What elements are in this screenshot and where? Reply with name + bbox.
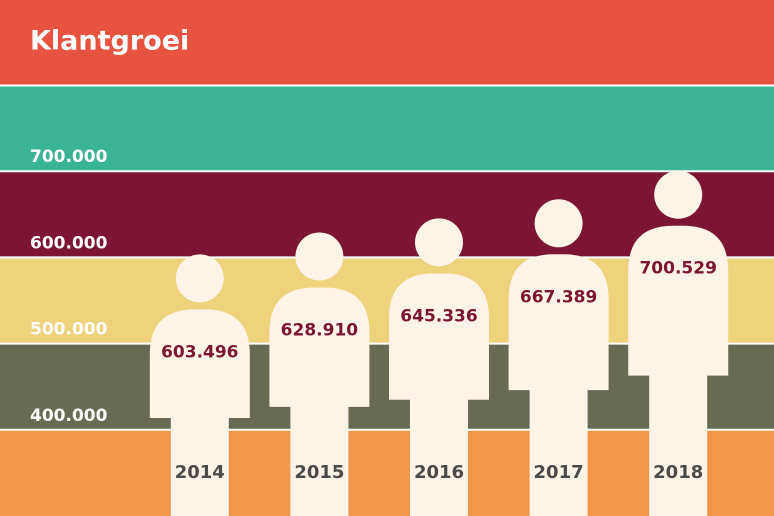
band [0,430,774,516]
y-tick-label: 400.000 [30,406,108,426]
x-tick-label: 2015 [294,462,344,483]
figure [269,232,370,516]
figure-head [654,170,703,219]
figure [149,254,250,516]
y-tick-label: 600.000 [30,233,108,253]
figure-legs [290,404,349,516]
figure-legs [170,416,229,516]
value-label: 645.336 [400,306,477,326]
x-tick-label: 2016 [414,462,464,483]
figure [628,170,729,516]
figure-body [508,254,609,391]
title-band [0,0,774,85]
figure-body [149,309,250,418]
value-label: 667.389 [520,287,597,307]
figure-body [269,287,370,407]
figure [389,218,489,516]
value-label: 700.529 [639,259,716,279]
value-label: 603.496 [161,342,238,362]
x-tick-label: 2017 [534,462,584,483]
y-tick-label: 500.000 [30,320,108,340]
figure-head [415,218,463,267]
x-tick-label: 2014 [175,462,225,483]
value-label: 628.910 [281,320,359,340]
figure-head [175,254,224,303]
figure-body [628,225,729,376]
figure-body [389,273,489,400]
chart-title: Klantgroei [30,26,189,57]
x-tick-label: 2018 [653,462,703,483]
band [0,85,774,171]
y-tick-label: 700.000 [30,147,108,167]
figure-head [295,232,344,281]
figure-legs [649,373,708,516]
figure-head [534,199,583,248]
figure-legs [529,388,588,516]
figure [508,199,609,516]
figure-legs [410,397,468,516]
